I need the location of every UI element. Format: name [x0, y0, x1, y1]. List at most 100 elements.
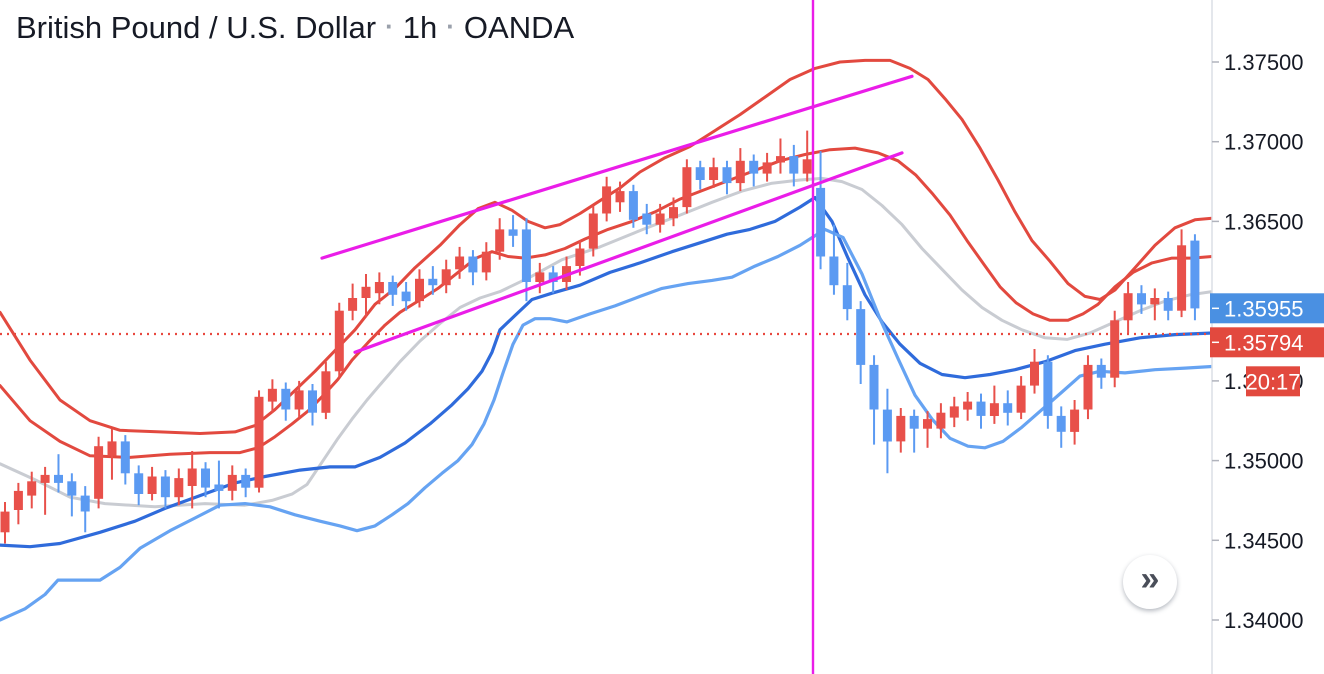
candle-body-up: [535, 272, 545, 282]
candle-body-down: [428, 278, 438, 286]
candle-body-down: [214, 484, 224, 491]
candle-body-down: [1043, 361, 1053, 416]
candle-body-down: [882, 409, 892, 442]
symbol-name: British Pound / U.S. Dollar: [16, 10, 377, 45]
candle-body-down: [829, 256, 839, 286]
countdown-badge-label: 20:17: [1245, 369, 1300, 394]
candle-body-up: [334, 310, 344, 372]
candle-body-down: [401, 291, 411, 302]
candle-body-down: [388, 282, 398, 295]
candle-body-down: [1137, 293, 1146, 305]
candle-body-up: [1016, 385, 1026, 413]
alert-price-badge-label: 1.35794: [1224, 330, 1304, 355]
candle-body-up: [669, 207, 678, 219]
countdown-badge-bg: [1246, 366, 1300, 397]
candle-body-up: [227, 474, 237, 491]
candle-body-down: [1096, 364, 1106, 378]
candle-body-up: [1070, 409, 1080, 432]
candle-body-down: [120, 441, 130, 474]
candle-body-up: [802, 159, 812, 174]
candle-body-up: [374, 282, 384, 294]
candle-body-up: [615, 191, 625, 203]
exchange-label: OANDA: [463, 10, 575, 45]
candle-body-down: [869, 364, 879, 410]
candle-body-up: [294, 390, 304, 410]
candle-body-up: [1110, 320, 1120, 378]
candle-body-up: [267, 388, 277, 402]
candle-body-down: [1163, 298, 1173, 311]
candle-body-up: [989, 403, 999, 416]
candle-body-up: [776, 156, 785, 163]
price-tick-label: 1.35000: [1224, 449, 1304, 474]
candle-body-up: [0, 511, 10, 533]
price-tick-label: 1.36500: [1224, 209, 1304, 234]
candle-body-up: [602, 186, 612, 214]
candle-body-up: [896, 415, 906, 442]
candle-body-down: [160, 476, 170, 498]
double-chevron-right-icon: »: [1140, 560, 1160, 598]
candle-body-down: [468, 256, 478, 273]
candle-body-up: [147, 476, 157, 494]
candle-body-down: [1003, 403, 1013, 413]
alert-price-badge-bg: [1210, 327, 1324, 358]
alert-price-badge: 1.35794: [1210, 327, 1324, 358]
candle-body-down: [842, 285, 852, 310]
countdown-badge: 20:17: [1245, 366, 1301, 397]
candle-body-down: [80, 495, 90, 512]
candle-body-up: [174, 478, 184, 498]
candle-body-up: [709, 167, 719, 180]
candle-body-up: [1123, 293, 1133, 321]
candle-body-up: [949, 406, 959, 418]
interval-label[interactable]: 1h: [402, 10, 438, 45]
candle-body-up: [1083, 364, 1093, 410]
band-outer-lower: [0, 227, 1214, 622]
candle-body-up: [415, 278, 424, 302]
candle-body-up: [923, 419, 932, 429]
symbol-title[interactable]: British Pound / U.S. Dollar · 1h · OANDA: [16, 8, 574, 49]
candle-body-up: [481, 251, 491, 273]
candle-body-up: [1177, 245, 1187, 311]
scroll-to-recent-button[interactable]: »: [1123, 555, 1177, 609]
candle-body-down: [134, 473, 144, 494]
candle-body-up: [254, 396, 264, 488]
candle-body-down: [508, 229, 518, 236]
price-tick-label: 1.37500: [1224, 50, 1304, 75]
candle-body-down: [308, 390, 317, 413]
candle-body-down: [628, 191, 638, 220]
candle-body-up: [1030, 361, 1039, 386]
price-tick-label: 1.37000: [1224, 130, 1304, 155]
trend-line-channel-lower[interactable]: [353, 151, 904, 354]
candle-body-up: [321, 371, 331, 413]
candle-body-down: [722, 167, 732, 184]
candle-body-up: [588, 213, 598, 249]
candle-body-down: [749, 160, 759, 174]
candle-body-up: [441, 269, 451, 286]
candle-body-up: [735, 160, 745, 184]
candle-body-up: [963, 401, 973, 410]
band-inner-lower: [0, 195, 1214, 549]
candle-body-down: [201, 468, 210, 488]
candle-body-up: [348, 298, 358, 311]
candle-body-down: [241, 474, 251, 488]
candle-body-down: [642, 213, 652, 225]
band-inner-upper: [0, 146, 1214, 459]
candle-body-up: [187, 468, 197, 486]
last-price-badge-label: 1.35955: [1224, 296, 1304, 321]
last-price-badge: 1.35955: [1210, 293, 1324, 324]
price-tick-label: 1.34000: [1224, 608, 1304, 633]
candle-body-up: [94, 446, 104, 499]
candle-body-down: [789, 156, 799, 174]
candle-body-up: [682, 167, 692, 208]
candle-body-up: [762, 162, 772, 174]
candle-body-up: [575, 248, 585, 266]
candle-body-down: [67, 481, 77, 496]
candle-body-down: [1190, 240, 1200, 309]
candlestick-series: [0, 130, 1200, 544]
title-separator-dot: ·: [446, 11, 455, 41]
candle-body-down: [976, 401, 986, 416]
candle-body-up: [40, 474, 50, 483]
price-tick-label: 1.34500: [1224, 528, 1304, 553]
candle-body-up: [361, 286, 371, 298]
